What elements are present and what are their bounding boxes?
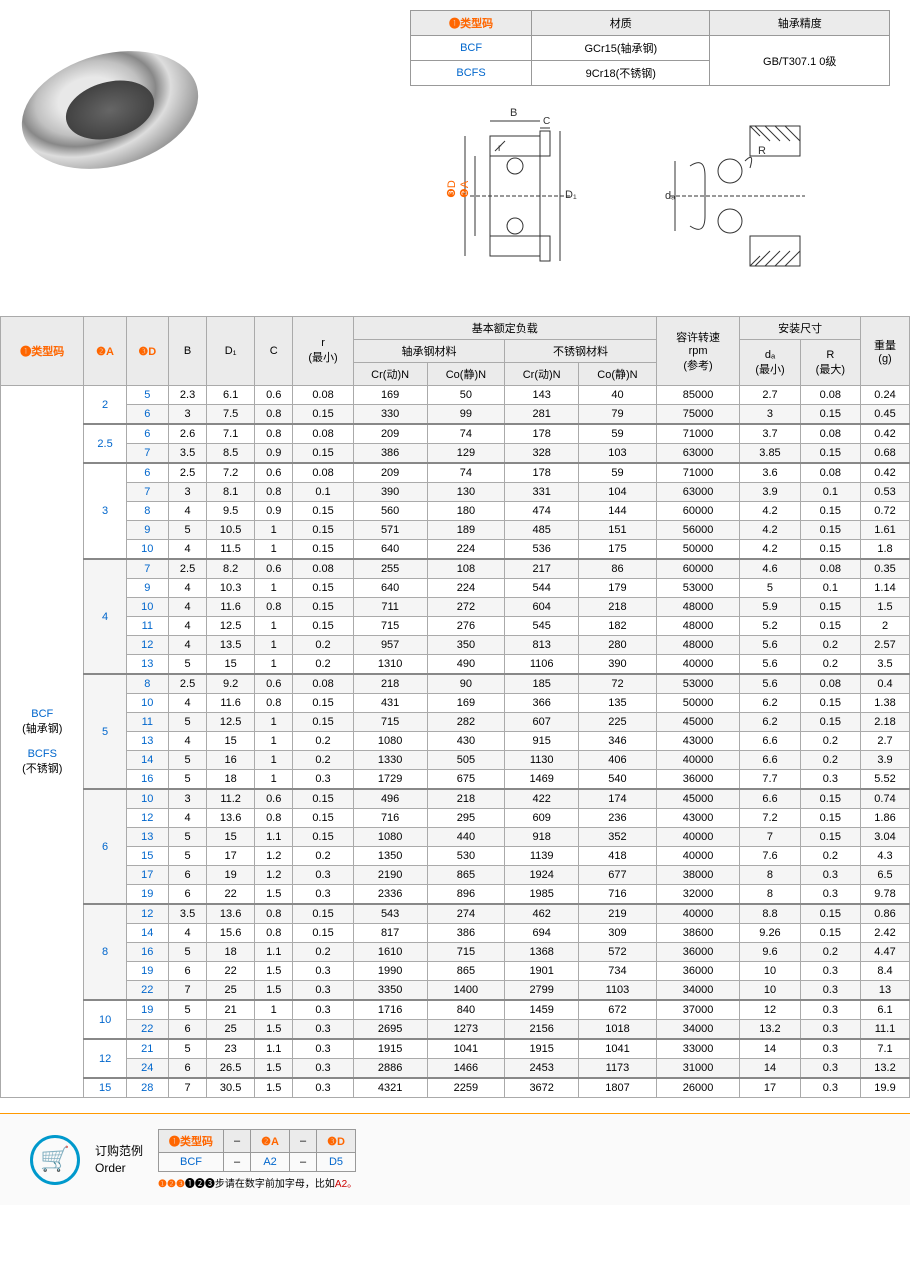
svg-text:❷A: ❷A <box>459 180 471 198</box>
order-section: 🛒 订购范例 Order ❶类型码 – ❷A – ❸D BCF – A2 – D… <box>0 1113 910 1205</box>
svg-text:D₁: D₁ <box>565 189 577 201</box>
th-typecode: ❶类型码 <box>411 11 532 36</box>
main-spec-table: ❶类型码 ❷A ❸D B D₁ C r(最小) 基本额定负载 容许转速rpm(参… <box>0 316 910 1098</box>
top-section: ❶类型码 材质 轴承精度 BCF GCr15(轴承钢) GB/T307.1 0级… <box>0 0 910 306</box>
svg-text:B: B <box>510 107 517 119</box>
svg-text:❸D: ❸D <box>446 180 458 198</box>
th-precision: 轴承精度 <box>710 11 890 36</box>
th-material: 材质 <box>532 11 710 36</box>
order-table: ❶类型码 – ❷A – ❸D BCF – A2 – D5 <box>158 1129 356 1172</box>
cart-icon: 🛒 <box>30 1135 80 1185</box>
type-table: ❶类型码 材质 轴承精度 BCF GCr15(轴承钢) GB/T307.1 0级… <box>410 10 890 86</box>
svg-text:R: R <box>758 145 766 157</box>
product-image <box>20 10 200 296</box>
technical-diagram: B C r ❸D ❷A D₁ <box>410 96 890 296</box>
svg-text:C: C <box>543 116 550 127</box>
order-note: ❶❷❸❶❷❸步请在数字前加字母，比如A2。 <box>158 1175 357 1190</box>
order-label: 订购范例 Order <box>95 1143 143 1177</box>
